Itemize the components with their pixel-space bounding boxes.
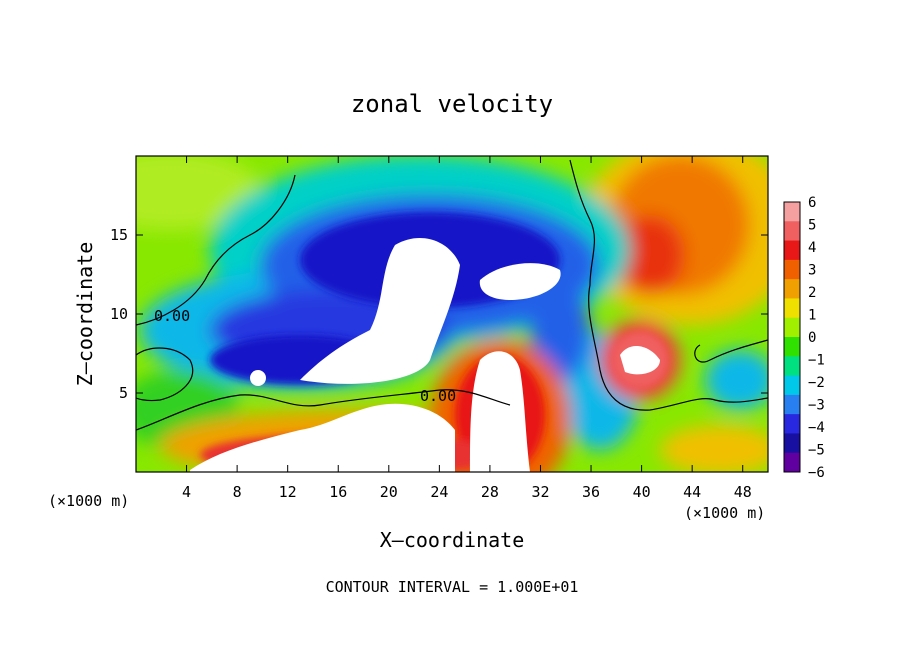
colorbar-swatch bbox=[784, 337, 800, 357]
colorbar-label: 3 bbox=[808, 263, 816, 279]
colorbar-swatch bbox=[784, 298, 800, 319]
x-tick-label: 24 bbox=[430, 483, 448, 501]
x-tick-label: 36 bbox=[582, 483, 600, 501]
x-unit-label-right: (×1000 m) bbox=[684, 504, 765, 522]
colorbar-label: 5 bbox=[808, 218, 816, 234]
x-tick-label: 44 bbox=[683, 483, 701, 501]
colorbar-swatch bbox=[784, 317, 800, 338]
colorbar-swatch bbox=[784, 221, 800, 242]
contour-label-lower: 0.00 bbox=[420, 387, 456, 405]
x-tick-label: 16 bbox=[329, 483, 347, 501]
x-tick-label: 8 bbox=[233, 483, 242, 501]
plot-area: 0.00 0.00 bbox=[136, 156, 768, 472]
colorbar-label: 0 bbox=[808, 330, 816, 346]
y-tick-label: 10 bbox=[110, 305, 128, 323]
colorbar-swatch bbox=[784, 240, 800, 261]
colorbar-swatch bbox=[784, 433, 800, 454]
contour-label-upper: 0.00 bbox=[154, 307, 190, 325]
colorbar-swatch bbox=[784, 202, 800, 222]
x-axis-label: X–coordinate bbox=[380, 528, 525, 552]
colorbar-label: −5 bbox=[808, 443, 825, 459]
y-tick-label: 5 bbox=[119, 384, 128, 402]
colorbar-label: −4 bbox=[808, 420, 825, 436]
colorbar-swatch bbox=[784, 452, 800, 473]
colorbar-label: −1 bbox=[808, 353, 825, 369]
colorbar-label: 4 bbox=[808, 240, 816, 256]
x-tick-label: 20 bbox=[380, 483, 398, 501]
x-tick-label: 12 bbox=[279, 483, 297, 501]
x-unit-label-left: (×1000 m) bbox=[48, 492, 129, 510]
colorbar-swatch bbox=[784, 356, 800, 377]
colorbar-label: 6 bbox=[808, 195, 816, 211]
y-axis-ticks: 5 10 15 bbox=[110, 226, 768, 402]
colorbar-swatch bbox=[784, 394, 800, 415]
x-tick-label: 48 bbox=[734, 483, 752, 501]
y-axis-label: Z–coordinate bbox=[73, 242, 97, 387]
colorbar-swatch bbox=[784, 414, 800, 434]
colorbar-label: 1 bbox=[808, 308, 816, 324]
colorbar-label: 2 bbox=[808, 285, 816, 301]
contour-interval-footer: CONTOUR INTERVAL = 1.000E+01 bbox=[326, 578, 579, 596]
colorbar-label: −2 bbox=[808, 375, 825, 391]
colorbar-swatch bbox=[784, 279, 800, 299]
colorbar-swatch bbox=[784, 375, 800, 396]
x-axis-ticks: 4 8 12 16 20 24 28 32 36 40 44 48 bbox=[182, 156, 752, 501]
chart-title: zonal velocity bbox=[351, 90, 553, 118]
y-tick-label: 15 bbox=[110, 226, 128, 244]
colorbar-swatch bbox=[784, 259, 800, 280]
x-tick-label: 40 bbox=[633, 483, 651, 501]
x-tick-label: 4 bbox=[182, 483, 191, 501]
x-tick-label: 28 bbox=[481, 483, 499, 501]
colorbar-label: −3 bbox=[808, 398, 825, 414]
x-tick-label: 32 bbox=[531, 483, 549, 501]
colorbar-label: −6 bbox=[808, 465, 825, 481]
colorbar-frame bbox=[783, 201, 801, 473]
colorbar: 6 5 4 3 2 1 0 −1 −2 −3 −4 −5 −6 bbox=[783, 195, 825, 481]
